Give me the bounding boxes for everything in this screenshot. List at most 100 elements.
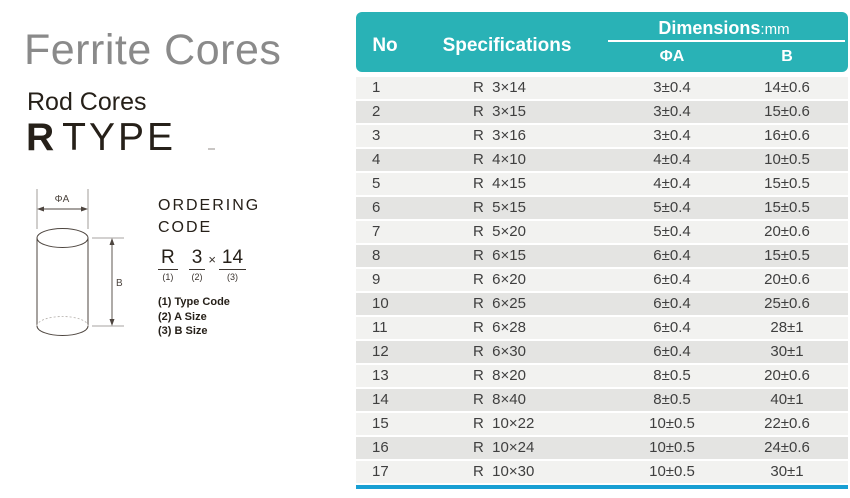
cell-b: 15±0.5 [764,175,810,192]
code-part-b-size: 14 (3) [218,248,247,282]
table-row: 8 R 6×15 6±0.4 15±0.5 [356,245,848,269]
cell-a: 4±0.4 [653,175,691,192]
cell-a: 10±0.5 [649,439,695,456]
cell-no: 12 [372,343,389,360]
cell-b: 16±0.6 [764,127,810,144]
cell-spec: R 8×20 [473,367,526,384]
table-row: 2 R 3×15 3±0.4 15±0.6 [356,101,848,125]
cell-a: 6±0.4 [653,295,691,312]
cell-a: 8±0.5 [653,391,691,408]
type-heading: R TYPE [26,116,176,160]
legend-a-size: (2) A Size [158,310,207,323]
table-row: 10 R 6×25 6±0.4 25±0.6 [356,293,848,317]
type-word: TYPE [62,116,177,159]
table-row: 4 R 4×10 4±0.4 10±0.5 [356,149,848,173]
ordering-code-example: R (1) 3 (2) × 14 (3) [158,248,260,282]
cell-b: 15±0.6 [764,103,810,120]
cell-spec: R 6×25 [473,295,526,312]
cell-spec: R 6×20 [473,271,526,288]
table-row: 13 R 8×20 8±0.5 20±0.6 [356,365,848,389]
cell-spec: R 5×15 [473,199,526,216]
cell-spec: R 10×30 [473,463,535,480]
cell-spec: R 8×40 [473,391,526,408]
cell-no: 11 [372,319,388,336]
cell-spec: R 5×20 [473,223,526,240]
cell-no: 3 [372,127,381,144]
cell-b: 15±0.5 [764,199,810,216]
table-header: No Specifications Dimensions:mm ΦA B [356,12,848,72]
cell-no: 15 [372,415,389,432]
cell-a: 3±0.4 [653,79,691,96]
cell-spec: R 6×15 [473,247,526,264]
cell-no: 1 [372,79,381,96]
table-row: 11 R 6×28 6±0.4 28±1 [356,317,848,341]
cell-spec: R 3×15 [473,103,526,120]
cell-a: 10±0.5 [649,415,695,432]
cell-a: 8±0.5 [653,367,691,384]
col-header-b: B [781,48,793,65]
page-subtitle: Rod Cores [27,88,147,116]
ordering-title-line1: ORDERING [158,197,261,214]
cell-no: 9 [372,271,381,288]
cell-a: 6±0.4 [653,343,691,360]
multiply-sign: × [208,252,216,267]
cell-spec: R 3×16 [473,127,526,144]
ordering-code-legend: (1) Type Code (2) A Size (3) B Size [158,295,260,339]
code-part-a-size: 3 (2) [188,248,206,282]
cell-no: 17 [372,463,389,480]
cell-a: 5±0.4 [653,223,691,240]
col-header-specifications: Specifications [442,35,572,56]
cell-no: 7 [372,223,381,240]
diagram-label-b: B [116,278,123,289]
rod-core-diagram: ΦA B [36,189,124,336]
cell-b: 20±0.6 [764,367,810,384]
code-part-type: R (1) [158,248,178,282]
cell-spec: R 10×22 [473,415,535,432]
table-row: 17 R 10×30 10±0.5 30±1 [356,461,848,485]
cell-a: 4±0.4 [653,151,691,168]
table-row: 14 R 8×40 8±0.5 40±1 [356,389,848,413]
cell-spec: R 6×28 [473,319,526,336]
table-row: 9 R 6×20 6±0.4 20±0.6 [356,269,848,293]
code-a-size-value: 3 [188,248,206,270]
cell-b: 10±0.5 [764,151,810,168]
cell-a: 10±0.5 [649,463,695,480]
cell-a: 6±0.4 [653,319,691,336]
cell-b: 14±0.6 [764,79,810,96]
cell-no: 5 [372,175,381,192]
dimensions-label: Dimensions [658,18,761,38]
cell-b: 20±0.6 [764,271,810,288]
cell-spec: R 4×15 [473,175,526,192]
dimensions-title: Dimensions:mm [600,12,848,40]
legend-type-code: (1) Type Code [158,296,230,308]
col-header-phi-a: ΦA [659,48,685,65]
cell-no: 6 [372,199,381,216]
ordering-title-line2: CODE [158,219,213,236]
cell-a: 3±0.4 [653,103,691,120]
table-row: 7 R 5×20 5±0.4 20±0.6 [356,221,848,245]
table-row: 12 R 6×30 6±0.4 30±1 [356,341,848,365]
cell-a: 6±0.4 [653,247,691,264]
cell-a: 5±0.4 [653,199,691,216]
table-row: 1 R 3×14 3±0.4 14±0.6 [356,77,848,101]
specifications-table: No Specifications Dimensions:mm ΦA B 1 R … [356,12,848,489]
cell-spec: R 6×30 [473,343,526,360]
cell-b: 30±1 [770,343,804,360]
table-body: 1 R 3×14 3±0.4 14±0.6 2 R 3×15 3±0.4 15±0.6 3 R 3… [356,77,848,485]
cell-b: 30±1 [770,463,804,480]
diagram-label-phi-a: ΦA [55,194,70,205]
col-header-dimensions-group: Dimensions:mm ΦA B [600,12,848,72]
cell-b: 20±0.6 [764,223,810,240]
legend-b-size: (3) B Size [158,325,208,337]
cell-no: 14 [372,391,389,408]
cell-b: 15±0.5 [764,247,810,264]
type-heading-mark [208,148,215,150]
code-b-size-index: (3) [226,272,238,282]
cell-b: 22±0.6 [764,415,810,432]
page-title: Ferrite Cores [24,26,282,74]
table-row: 16 R 10×24 10±0.5 24±0.6 [356,437,848,461]
cell-spec: R 10×24 [473,439,535,456]
code-type-value: R [158,248,178,270]
table-row: 6 R 5×15 5±0.4 15±0.5 [356,197,848,221]
dimensions-divider [608,40,845,42]
